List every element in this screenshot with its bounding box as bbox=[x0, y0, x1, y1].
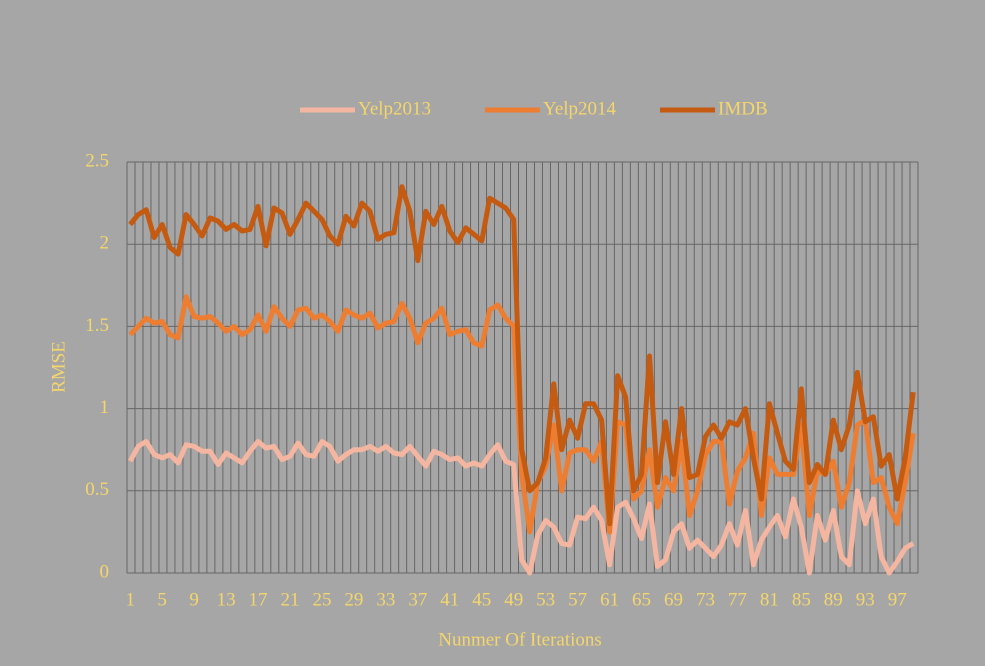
y-tick-label: 0 bbox=[100, 561, 110, 582]
x-tick-label: 49 bbox=[504, 589, 523, 610]
x-tick-label: 57 bbox=[568, 589, 587, 610]
y-tick-label: 0.5 bbox=[85, 479, 109, 500]
x-axis-title: Nunmer Of Iterations bbox=[438, 629, 602, 650]
x-tick-label: 73 bbox=[696, 589, 715, 610]
legend-label: IMDB bbox=[718, 98, 768, 119]
x-tick-label: 33 bbox=[376, 589, 395, 610]
x-tick-label: 93 bbox=[856, 589, 875, 610]
x-tick-label: 89 bbox=[824, 589, 843, 610]
y-tick-label: 1 bbox=[100, 397, 110, 418]
series-line bbox=[128, 439, 915, 576]
series-line bbox=[128, 294, 916, 535]
x-tick-label: 29 bbox=[344, 589, 363, 610]
x-tick-label: 13 bbox=[217, 589, 236, 610]
x-tick-label: 53 bbox=[536, 589, 555, 610]
x-tick-label: 37 bbox=[408, 589, 427, 610]
x-tick-label: 25 bbox=[312, 589, 331, 610]
x-tick-label: 97 bbox=[888, 589, 907, 610]
x-tick-label: 41 bbox=[440, 589, 459, 610]
x-tick-label: 65 bbox=[632, 589, 651, 610]
y-tick-label: 1.5 bbox=[85, 315, 109, 336]
y-tick-label: 2 bbox=[100, 233, 110, 254]
x-tick-label: 85 bbox=[792, 589, 811, 610]
y-axis-title: RMSE bbox=[48, 341, 69, 393]
legend-label: Yelp2014 bbox=[543, 98, 617, 119]
x-tick-label: 81 bbox=[760, 589, 779, 610]
x-tick-label: 17 bbox=[249, 589, 268, 610]
series-line bbox=[128, 184, 916, 527]
x-tick-label: 5 bbox=[157, 589, 167, 610]
x-tick-label: 21 bbox=[280, 589, 299, 610]
legend-label: Yelp2013 bbox=[358, 98, 431, 119]
y-tick-label: 2.5 bbox=[85, 150, 109, 171]
x-tick-label: 69 bbox=[664, 589, 683, 610]
x-tick-label: 45 bbox=[472, 589, 491, 610]
x-tick-label: 1 bbox=[125, 589, 135, 610]
x-tick-label: 77 bbox=[728, 589, 747, 610]
x-tick-label: 61 bbox=[600, 589, 619, 610]
x-tick-label: 9 bbox=[189, 589, 199, 610]
